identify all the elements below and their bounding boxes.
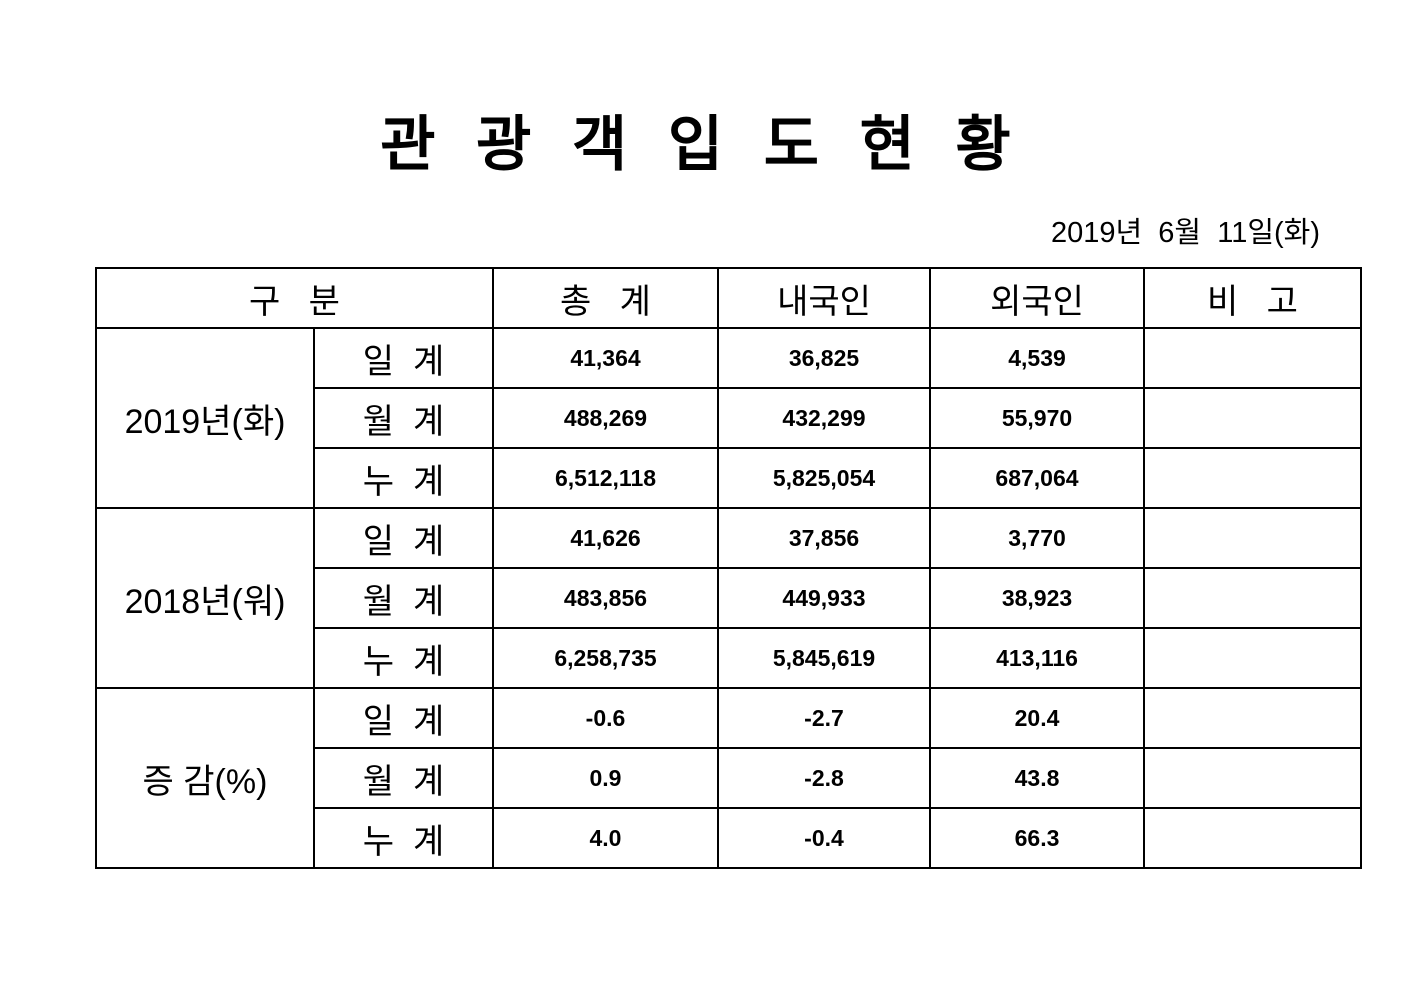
value-foreign: 38,923	[929, 567, 1145, 629]
row-label-daily: 일 계	[313, 687, 494, 749]
table-header-row: 구 분 총 계 내국인 외국인 비 고	[95, 267, 1362, 329]
value-domestic: 449,933	[717, 567, 931, 629]
table-row: 2018년(워) 일 계 41,626 37,856 3,770	[95, 507, 1362, 689]
group-label-2018: 2018년(워)	[95, 507, 315, 689]
value-domestic: 37,856	[717, 507, 931, 569]
table-row: 누 계 4.0 -0.4 66.3	[96, 807, 1362, 869]
value-foreign: 3,770	[929, 507, 1145, 569]
row-label-daily: 일 계	[313, 327, 494, 389]
value-total: 6,258,735	[492, 627, 719, 689]
value-total: 41,364	[492, 327, 719, 389]
header-domestic: 내국인	[717, 267, 931, 329]
value-total: 0.9	[492, 747, 719, 809]
value-note	[1143, 687, 1362, 749]
table-row: 증 감(%) 일 계 -0.6 -2.7 20.4	[95, 687, 1362, 869]
value-domestic: 432,299	[717, 387, 931, 449]
row-label-monthly: 월 계	[313, 567, 494, 629]
row-label-cumulative: 누 계	[313, 447, 494, 509]
group-label-2019: 2019년(화)	[95, 327, 315, 509]
value-total: 483,856	[492, 567, 719, 629]
value-foreign: 20.4	[929, 687, 1145, 749]
table-row: 월 계 488,269 432,299 55,970	[96, 387, 1362, 449]
value-total: -0.6	[492, 687, 719, 749]
value-note	[1143, 387, 1362, 449]
table-row: 2019년(화) 일 계 41,364 36,825 4,539	[95, 327, 1362, 509]
table-row: 누 계 6,258,735 5,845,619 413,116	[96, 627, 1362, 689]
value-domestic: 36,825	[717, 327, 931, 389]
value-foreign: 66.3	[929, 807, 1145, 869]
value-total: 6,512,118	[492, 447, 719, 509]
value-total: 488,269	[492, 387, 719, 449]
value-note	[1143, 747, 1362, 809]
table-row: 월 계 0.9 -2.8 43.8	[96, 747, 1362, 809]
value-note	[1143, 807, 1362, 869]
document-title: 관 광 객 입 도 현 황	[380, 111, 1023, 178]
value-domestic: -0.4	[717, 807, 931, 869]
value-note	[1143, 627, 1362, 689]
row-label-daily: 일 계	[313, 507, 494, 569]
row-label-monthly: 월 계	[313, 387, 494, 449]
value-domestic: -2.7	[717, 687, 931, 749]
value-domestic: 5,845,619	[717, 627, 931, 689]
value-total: 41,626	[492, 507, 719, 569]
value-total: 4.0	[492, 807, 719, 869]
tourist-arrival-table: 구 분 총 계 내국인 외국인 비 고 2019년(화) 일 계 41,364 …	[95, 267, 1362, 869]
header-total: 총 계	[492, 267, 719, 329]
value-domestic: -2.8	[717, 747, 931, 809]
value-note	[1143, 447, 1362, 509]
value-note	[1143, 567, 1362, 629]
value-foreign: 687,064	[929, 447, 1145, 509]
row-label-cumulative: 누 계	[313, 627, 494, 689]
value-foreign: 413,116	[929, 627, 1145, 689]
value-foreign: 55,970	[929, 387, 1145, 449]
value-note	[1143, 507, 1362, 569]
header-category: 구 분	[95, 267, 494, 329]
header-foreign: 외국인	[929, 267, 1145, 329]
table-row: 월 계 483,856 449,933 38,923	[96, 567, 1362, 629]
value-domestic: 5,825,054	[717, 447, 931, 509]
value-foreign: 4,539	[929, 327, 1145, 389]
document-date: 2019년 6월 11일(화)	[1050, 217, 1320, 249]
value-note	[1143, 327, 1362, 389]
row-label-monthly: 월 계	[313, 747, 494, 809]
group-label-change-percent: 증 감(%)	[95, 687, 315, 869]
header-note: 비 고	[1143, 267, 1362, 329]
value-foreign: 43.8	[929, 747, 1145, 809]
row-label-cumulative: 누 계	[313, 807, 494, 869]
table-row: 누 계 6,512,118 5,825,054 687,064	[96, 447, 1362, 509]
